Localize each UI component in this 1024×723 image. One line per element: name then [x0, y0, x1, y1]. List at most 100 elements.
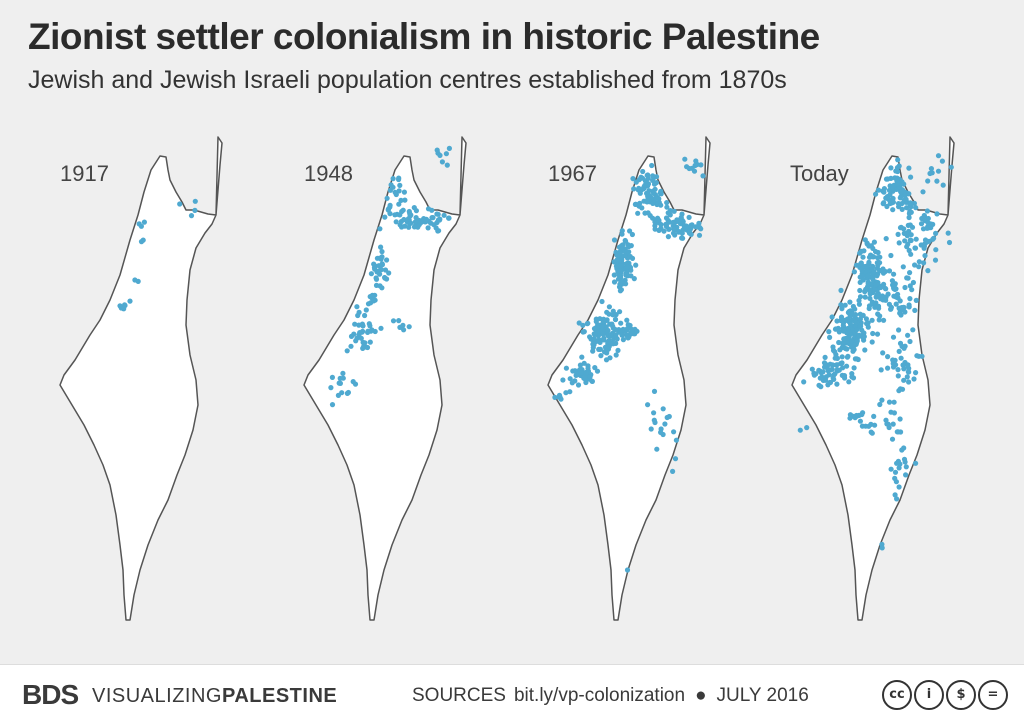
settlement-dot: [670, 468, 676, 474]
settlement-dot: [897, 298, 903, 304]
settlement-dot: [629, 326, 635, 333]
settlement-dot: [675, 228, 682, 234]
settlement-dot: [856, 301, 863, 307]
settlement-dot: [903, 464, 909, 470]
settlement-dot: [599, 324, 605, 330]
settlement-dot: [433, 225, 439, 231]
settlement-dot: [894, 460, 900, 466]
settlement-dot: [831, 372, 837, 378]
license-badge[interactable]: cc i $ =: [882, 680, 1008, 710]
settlement-dot: [605, 346, 612, 352]
settlement-dot: [385, 206, 391, 212]
settlement-dot: [620, 337, 627, 343]
settlement-dot: [865, 320, 871, 326]
settlement-dot: [698, 162, 704, 168]
settlement-dot: [640, 168, 646, 175]
settlement-dot: [847, 415, 853, 421]
settlement-dot: [900, 264, 906, 270]
settlement-dot: [838, 302, 844, 308]
settlement-dot: [879, 397, 885, 403]
settlement-dot: [854, 327, 860, 333]
settlement-dot: [879, 293, 886, 299]
settlement-dot: [901, 377, 907, 383]
settlement-dot: [895, 201, 902, 207]
map-panel-1948: 1948: [303, 136, 467, 621]
settlement-dot: [925, 178, 931, 184]
settlement-dot: [384, 195, 390, 201]
settlement-dot: [909, 287, 915, 293]
settlement-dot: [907, 237, 913, 243]
settlement-dot: [916, 259, 922, 265]
settlement-dot: [672, 456, 679, 462]
settlement-dot: [866, 423, 872, 429]
settlement-dot: [925, 268, 931, 274]
settlement-dot: [575, 382, 582, 388]
settlement-dot: [654, 446, 660, 452]
settlement-dot: [885, 176, 891, 182]
settlement-dot: [399, 208, 405, 215]
settlement-dot: [833, 352, 839, 358]
settlement-dot: [912, 307, 918, 313]
settlement-dot: [653, 180, 660, 186]
settlement-dot: [378, 325, 384, 331]
settlement-dot: [901, 345, 907, 351]
settlement-dot: [886, 399, 893, 405]
settlement-dot: [829, 366, 835, 372]
settlement-dot: [816, 367, 822, 373]
nc-icon: $: [946, 680, 976, 710]
panel-label: 1917: [60, 161, 109, 186]
settlement-dot: [619, 231, 625, 237]
panel-label: 1967: [548, 161, 597, 186]
settlement-dot: [875, 187, 882, 193]
panel-label: 1948: [304, 161, 353, 186]
settlement-dot: [865, 281, 871, 287]
settlement-dot: [579, 354, 585, 360]
settlement-dot: [870, 276, 876, 282]
settlement-dot: [897, 195, 903, 201]
settlement-dot: [927, 170, 933, 177]
settlement-dot: [606, 311, 612, 317]
settlement-dot: [629, 231, 636, 238]
settlement-dot: [901, 181, 907, 187]
settlement-dot: [888, 306, 894, 312]
settlement-dot: [890, 207, 896, 213]
settlement-dot: [605, 327, 611, 334]
settlement-dot: [648, 426, 654, 432]
settlement-dot: [839, 306, 845, 312]
settlement-dot: [906, 365, 912, 371]
settlement-dot: [611, 237, 618, 243]
settlement-dot: [907, 296, 913, 302]
settlement-dot: [868, 287, 874, 294]
settlement-dot: [563, 365, 570, 371]
settlement-dot: [637, 200, 643, 206]
settlement-dot: [411, 224, 418, 230]
settlement-dot: [642, 210, 648, 216]
settlement-dot: [890, 199, 897, 205]
settlement-dot: [935, 153, 942, 159]
settlement-dot: [809, 366, 815, 372]
settlement-dot: [910, 327, 916, 333]
settlement-dot: [912, 262, 918, 268]
settlement-dot: [924, 239, 930, 245]
settlement-dot: [613, 352, 619, 358]
settlement-dot: [357, 330, 363, 336]
sources-link[interactable]: bit.ly/vp-colonization: [513, 685, 686, 706]
settlement-dot: [902, 238, 908, 244]
settlement-dot: [853, 262, 860, 268]
settlement-dot: [916, 353, 922, 359]
settlement-dot: [393, 219, 399, 225]
settlement-dot: [896, 484, 902, 490]
settlement-dot: [834, 381, 840, 387]
settlement-dot: [619, 258, 625, 264]
settlement-dot: [846, 379, 852, 385]
settlement-dot: [434, 147, 440, 153]
settlement-dot: [401, 327, 407, 333]
settlement-dot: [856, 412, 862, 418]
settlement-dot: [329, 402, 336, 408]
settlement-dot: [875, 249, 881, 256]
settlement-dot: [945, 230, 951, 236]
settlement-dot: [886, 268, 893, 274]
settlement-dot: [901, 230, 907, 236]
by-icon: i: [914, 680, 944, 710]
settlement-dot: [901, 226, 907, 232]
